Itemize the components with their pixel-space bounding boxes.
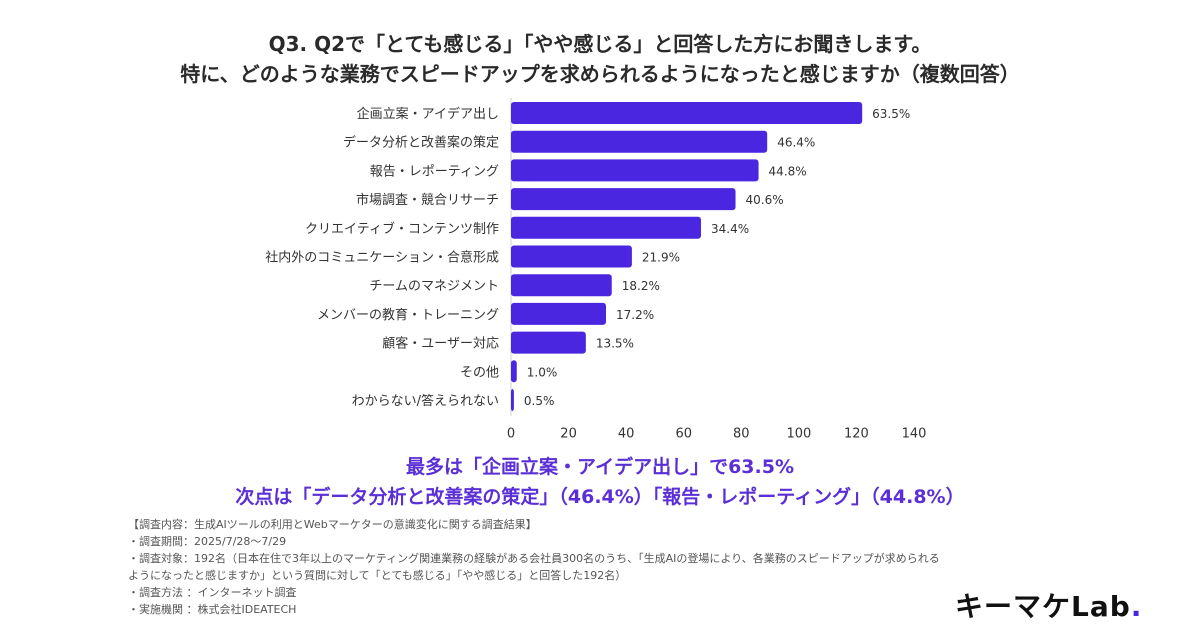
note-line: ・調査期間：2025/7/28〜7/29 [128, 535, 287, 548]
category-label: メンバーの教育・トレーニング [317, 307, 499, 323]
chart-title-line1: Q3. Q2で「とても感じる」「やや感じる」と回答した方にお聞きします。 [268, 32, 932, 56]
bar [511, 245, 632, 268]
bar [511, 331, 586, 354]
category-label: 市場調査・競合リサーチ [356, 192, 499, 208]
logo-text: キーマケLab [955, 590, 1131, 623]
bar-chart: 企画立案・アイデア出し 63.5% データ分析と改善案の策定 46.4% 報告・レポーテ… [265, 98, 927, 441]
bar [511, 159, 759, 182]
x-tick-label: 80 [733, 427, 750, 441]
category-label: クリエイティブ・コンテンツ制作 [305, 221, 499, 237]
logo-dot: . [1130, 590, 1143, 623]
brand-logo: キーマケLab. [955, 585, 1142, 625]
value-label: 34.4% [711, 222, 749, 236]
bar [511, 360, 517, 383]
category-label: 報告・レポーティング [370, 164, 499, 179]
bar [511, 302, 606, 325]
category-label: その他 [460, 365, 499, 380]
note-line: ようになったと感じますか」という質問に対して「とても感じる」「やや感じる」と回答… [128, 569, 627, 582]
x-tick-label: 120 [844, 427, 869, 441]
value-label: 1.0% [527, 365, 558, 379]
bar [511, 188, 736, 211]
note-line: ・調査対象：192名（日本在住で3年以上のマーケティング関連業務の経験がある会社… [128, 552, 940, 565]
survey-notes: 【調査内容：生成AIツールの利用とWebマーケターの意識変化に関する調査結果】 … [128, 516, 1128, 618]
note-line: 【調査内容：生成AIツールの利用とWebマーケターの意識変化に関する調査結果】 [128, 518, 537, 531]
bar [511, 389, 514, 411]
category-label: データ分析と改善案の策定 [343, 135, 499, 151]
highlight-line1: 最多は「企画立案・アイデア出し」で63.5% [406, 456, 794, 478]
value-label: 0.5% [524, 394, 555, 408]
value-label: 21.9% [642, 251, 680, 265]
note-line: ・実施機関 ：株式会社IDEATECH [128, 603, 297, 616]
value-label: 17.2% [616, 308, 654, 322]
chart-title-line2: 特に、どのような業務でスピードアップを求められるようになったと感じますか（複数回… [180, 62, 1020, 86]
category-label: 企画立案・アイデア出し [357, 106, 499, 122]
value-label: 40.6% [746, 193, 784, 207]
x-tick-label: 60 [675, 427, 692, 441]
category-label: わからない/答えられない [352, 393, 499, 409]
category-label: チームのマネジメント [369, 279, 499, 294]
category-label: 顧客・ユーザー対応 [382, 336, 499, 352]
category-label: 社内外のコミュニケーション・合意形成 [265, 250, 499, 266]
x-tick-label: 0 [507, 427, 515, 441]
value-label: 46.4% [777, 136, 815, 150]
note-line: ・調査方法 ：インターネット調査 [128, 586, 297, 599]
x-tick-label: 100 [786, 427, 811, 441]
x-tick-label: 140 [902, 427, 927, 441]
x-tick-label: 40 [618, 427, 635, 441]
value-label: 63.5% [872, 107, 910, 121]
bar [511, 216, 701, 239]
x-tick-label: 20 [560, 427, 577, 441]
bar [511, 102, 863, 124]
bar [511, 274, 612, 297]
highlight-line2: 次点は「データ分析と改善案の策定」（46.4%）「報告・レポーティング」（44.… [235, 486, 965, 508]
bar [511, 130, 768, 153]
value-label: 44.8% [769, 164, 807, 178]
value-label: 13.5% [596, 337, 634, 351]
value-label: 18.2% [622, 279, 660, 293]
